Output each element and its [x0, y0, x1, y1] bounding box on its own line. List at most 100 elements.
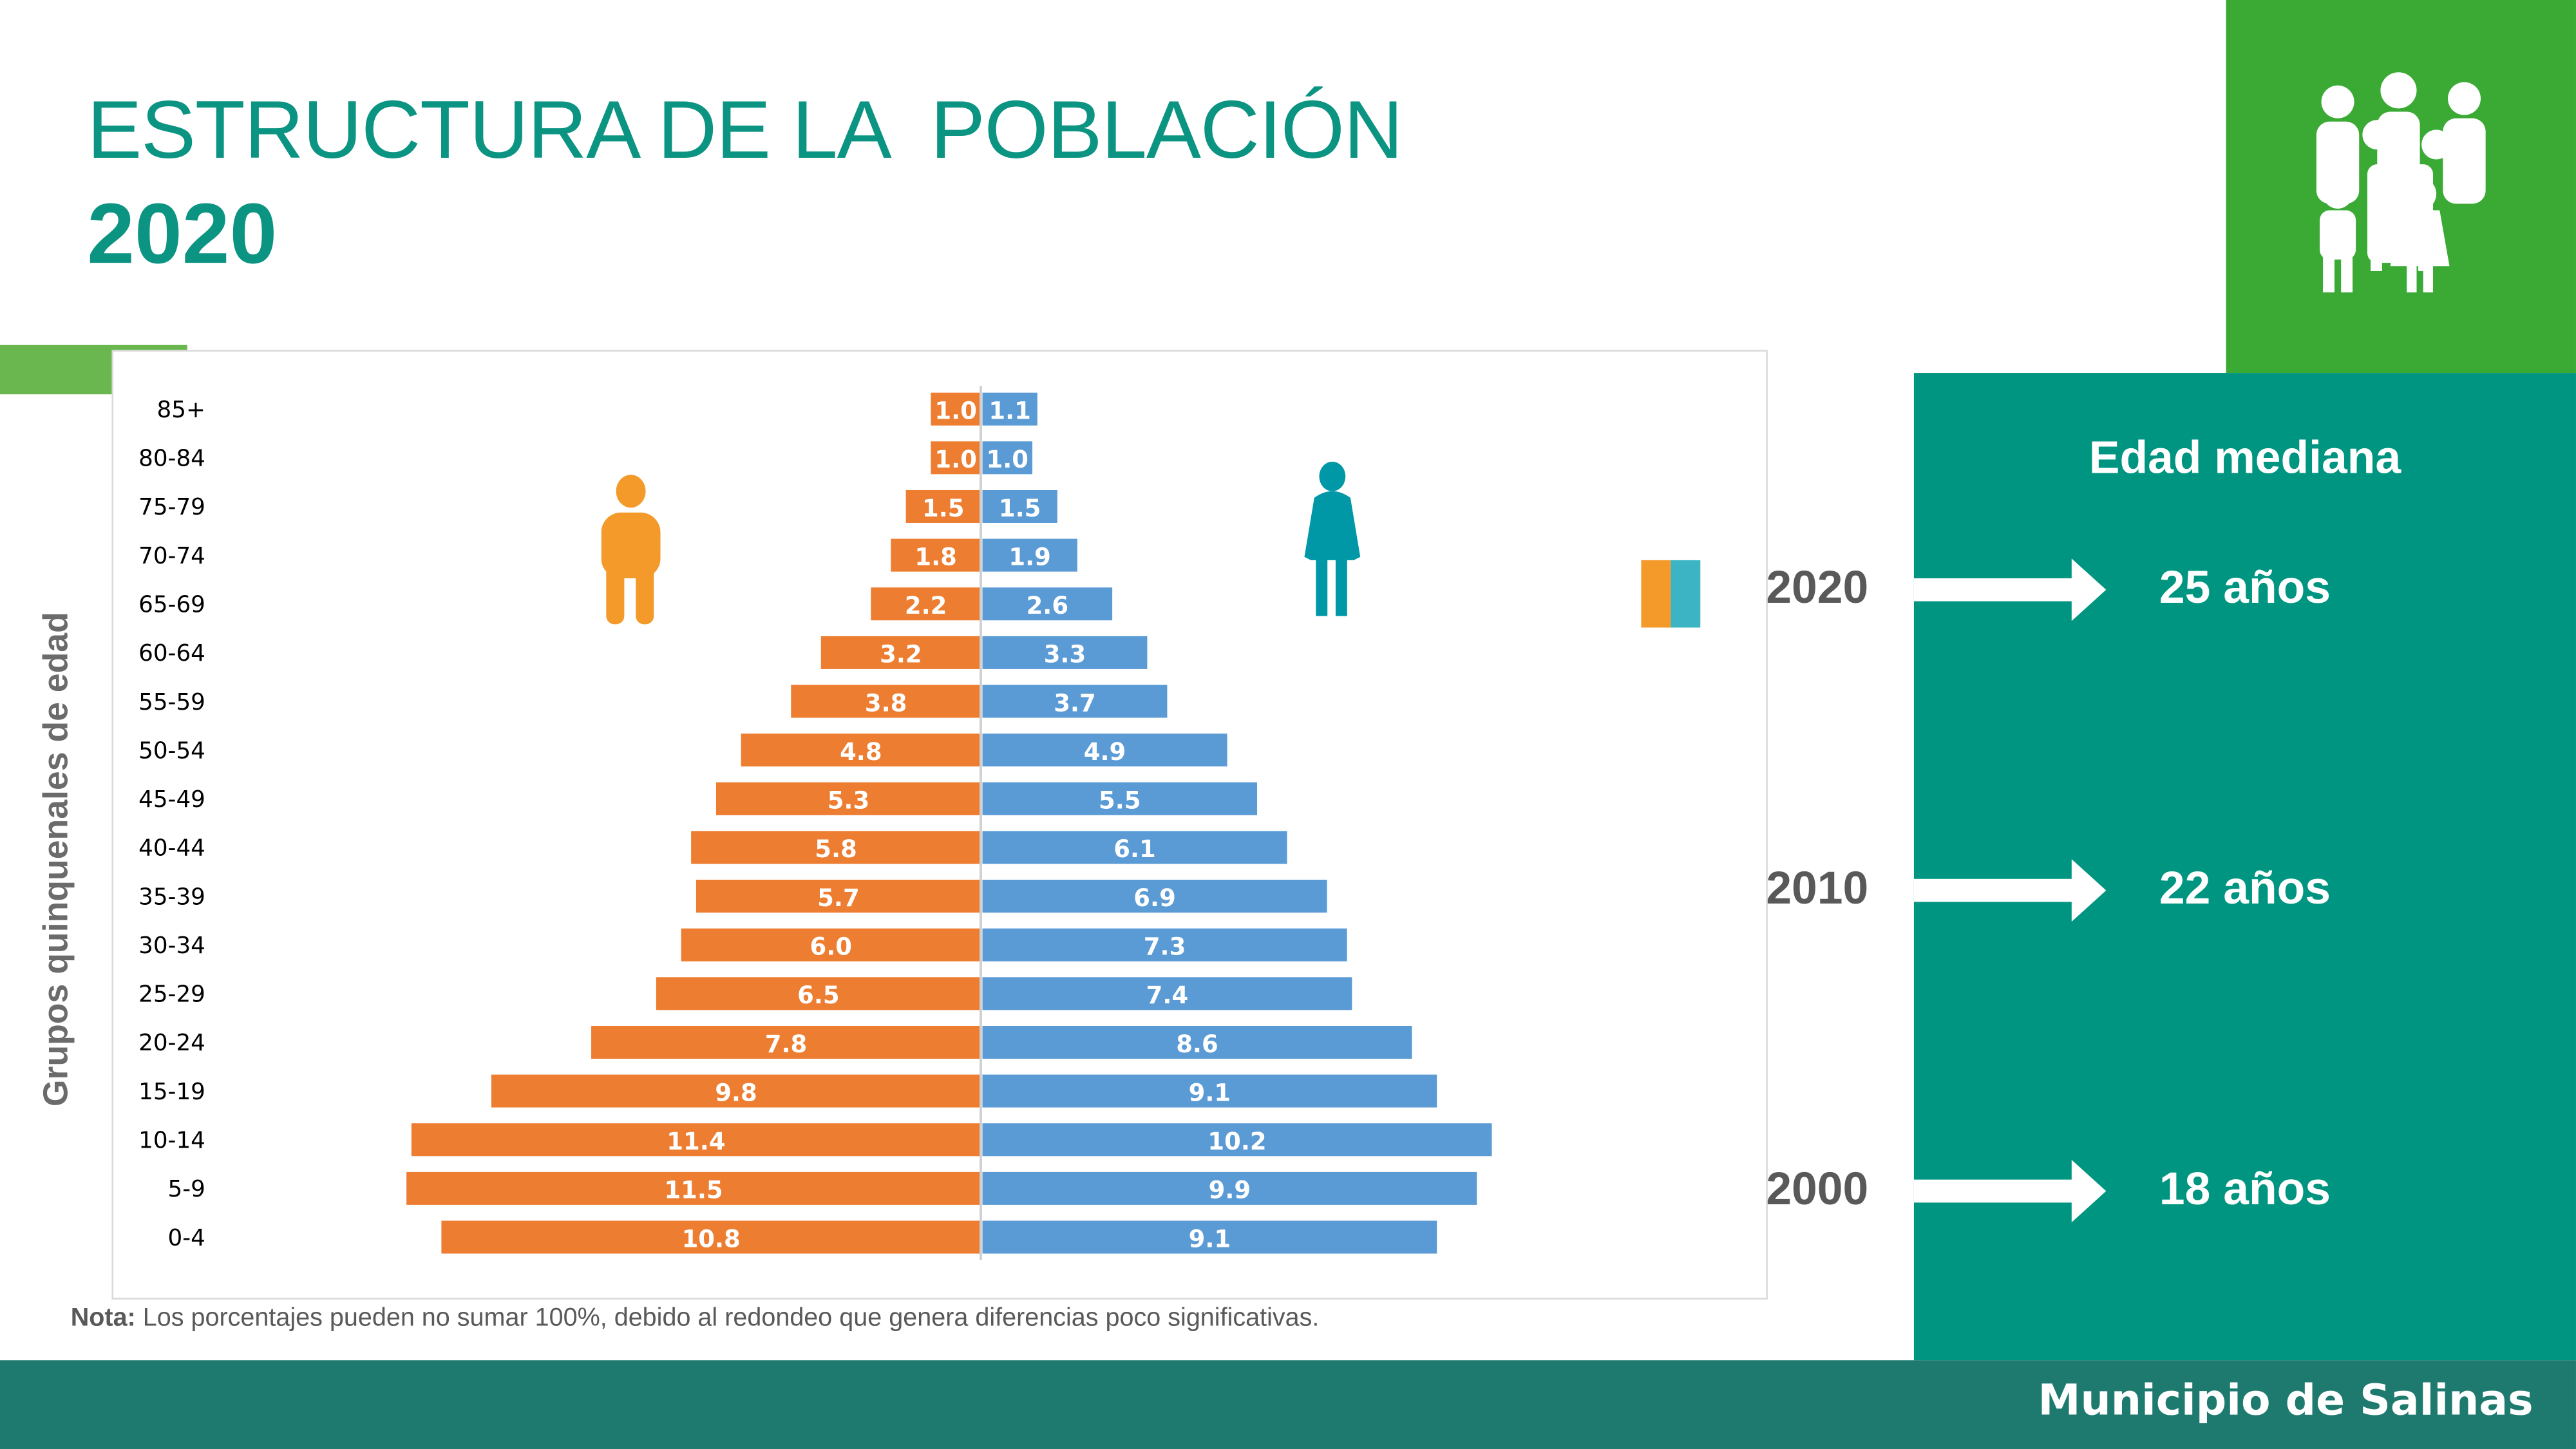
bar-female: [982, 489, 1057, 523]
data-label-male: 1.0: [934, 397, 977, 425]
year-2020-label: 2020: [1766, 562, 1869, 613]
median-age-2000: 18 años: [2159, 1163, 2331, 1215]
data-label-female: 6.1: [1113, 835, 1156, 863]
y-tick-label: 45-49: [138, 786, 205, 813]
arrow-right-icon: [1913, 1160, 2107, 1222]
median-age-2010: 22 años: [2159, 862, 2331, 914]
data-label-female: 1.1: [989, 397, 1031, 425]
population-pyramid-chart: 85+ 1.0 1.1 80-84 1.0 1.0 75-79 1.5 1.5 70-74 1.8 1…: [138, 386, 1492, 1260]
bar-female: [982, 587, 1113, 621]
bar-female: [982, 782, 1258, 815]
y-tick-label: 80-84: [138, 446, 205, 472]
y-tick-label: 35-39: [138, 884, 205, 910]
bar-female: [982, 392, 1037, 426]
y-axis-title: Grupos quinquenales de edad: [37, 612, 76, 1107]
bar-male: [715, 782, 981, 815]
bar-female: [982, 734, 1227, 767]
y-tick-label: 65-69: [138, 592, 205, 618]
y-tick-label: 15-19: [138, 1079, 205, 1105]
footer-bar: [0, 1360, 2576, 1449]
bar-male: [820, 636, 981, 669]
data-label-female: 7.4: [1146, 981, 1189, 1009]
y-tick-label: 85+: [157, 397, 205, 423]
y-tick-label: 20-24: [138, 1030, 205, 1056]
footnote-label: Nota:: [70, 1304, 136, 1332]
data-label-male: 3.8: [865, 689, 907, 717]
bar-female: [982, 928, 1347, 961]
bar-female: [982, 1074, 1437, 1108]
bar-female: [982, 831, 1287, 864]
arrow-right-icon: [1913, 558, 2107, 621]
bar-male: [696, 880, 981, 913]
bar-female: [982, 880, 1327, 913]
bar-male: [656, 977, 981, 1010]
bar-male: [411, 1123, 981, 1157]
year-2000-label: 2000: [1766, 1163, 1869, 1215]
bar-male: [931, 441, 981, 475]
y-tick-label: 75-79: [138, 494, 205, 520]
municipality-name: Municipio de Salinas: [2038, 1376, 2533, 1426]
legend-swatch-male: [1641, 560, 1671, 628]
data-label-male: 5.7: [817, 884, 860, 912]
data-label-male: 4.8: [840, 738, 882, 766]
data-label-male: 5.3: [828, 787, 870, 815]
header-icon-panel: [2226, 0, 2576, 374]
legend-swatch-female: [1671, 560, 1701, 628]
bar-male: [591, 1025, 981, 1059]
median-age-heading: Edad mediana: [2088, 431, 2401, 483]
data-label-male: 11.5: [664, 1177, 723, 1204]
bar-female: [982, 538, 1077, 572]
page-subtitle-year: 2020: [87, 187, 278, 283]
data-label-female: 5.5: [1099, 787, 1141, 815]
year-2010-label: 2010: [1766, 862, 1869, 914]
arrow-right-icon: [1913, 859, 2107, 922]
bar-male: [741, 734, 981, 767]
bar-female: [982, 1171, 1477, 1205]
data-label-male: 1.5: [922, 495, 965, 522]
bar-male: [691, 831, 981, 864]
data-label-female: 1.5: [999, 495, 1041, 522]
bar-male: [931, 392, 981, 426]
y-tick-label: 10-14: [138, 1128, 205, 1154]
bar-male: [681, 928, 981, 961]
bar-female: [982, 441, 1033, 475]
footnote: Nota: Los porcentajes pueden no sumar 10…: [71, 1304, 1320, 1334]
bar-male: [871, 587, 981, 621]
bar-female: [982, 977, 1352, 1010]
bar-male: [491, 1074, 981, 1108]
data-label-female: 7.3: [1144, 933, 1186, 961]
y-tick-label: 60-64: [138, 640, 205, 667]
bar-male: [406, 1171, 981, 1205]
data-label-female: 6.9: [1133, 884, 1176, 912]
man-icon: [601, 475, 661, 625]
bar-female: [982, 1123, 1492, 1157]
bar-male: [791, 685, 981, 718]
data-label-female: 4.9: [1084, 738, 1126, 766]
y-tick-label: 40-44: [138, 835, 205, 862]
data-label-male: 5.8: [815, 835, 857, 863]
bar-male: [891, 538, 981, 572]
family-group-icon: [2316, 72, 2486, 293]
data-label-male: 1.8: [914, 543, 957, 571]
bar-male: [441, 1220, 981, 1254]
y-tick-label: 50-54: [138, 737, 205, 764]
page-title: ESTRUCTURA DE LA POBLACIÓN: [87, 84, 1403, 176]
y-tick-label: 30-34: [138, 933, 205, 959]
data-label-male: 7.8: [765, 1030, 808, 1058]
data-label-female: 1.9: [1009, 543, 1051, 571]
data-label-female: 3.3: [1044, 641, 1086, 668]
bar-female: [982, 1220, 1437, 1254]
data-label-male: 2.2: [905, 592, 947, 620]
bar-female: [982, 636, 1148, 669]
woman-icon: [1304, 461, 1361, 616]
y-tick-label: 0-4: [168, 1225, 205, 1251]
median-age-2020: 25 años: [2159, 562, 2331, 613]
y-tick-label: 5-9: [168, 1176, 205, 1202]
data-label-female: 10.2: [1208, 1128, 1266, 1155]
bar-female: [982, 685, 1168, 718]
data-label-female: 3.7: [1054, 689, 1096, 717]
data-label-female: 9.9: [1209, 1177, 1251, 1204]
footnote-text: Los porcentajes pueden no sumar 100%, de…: [135, 1304, 1320, 1332]
data-label-male: 9.8: [715, 1079, 757, 1106]
